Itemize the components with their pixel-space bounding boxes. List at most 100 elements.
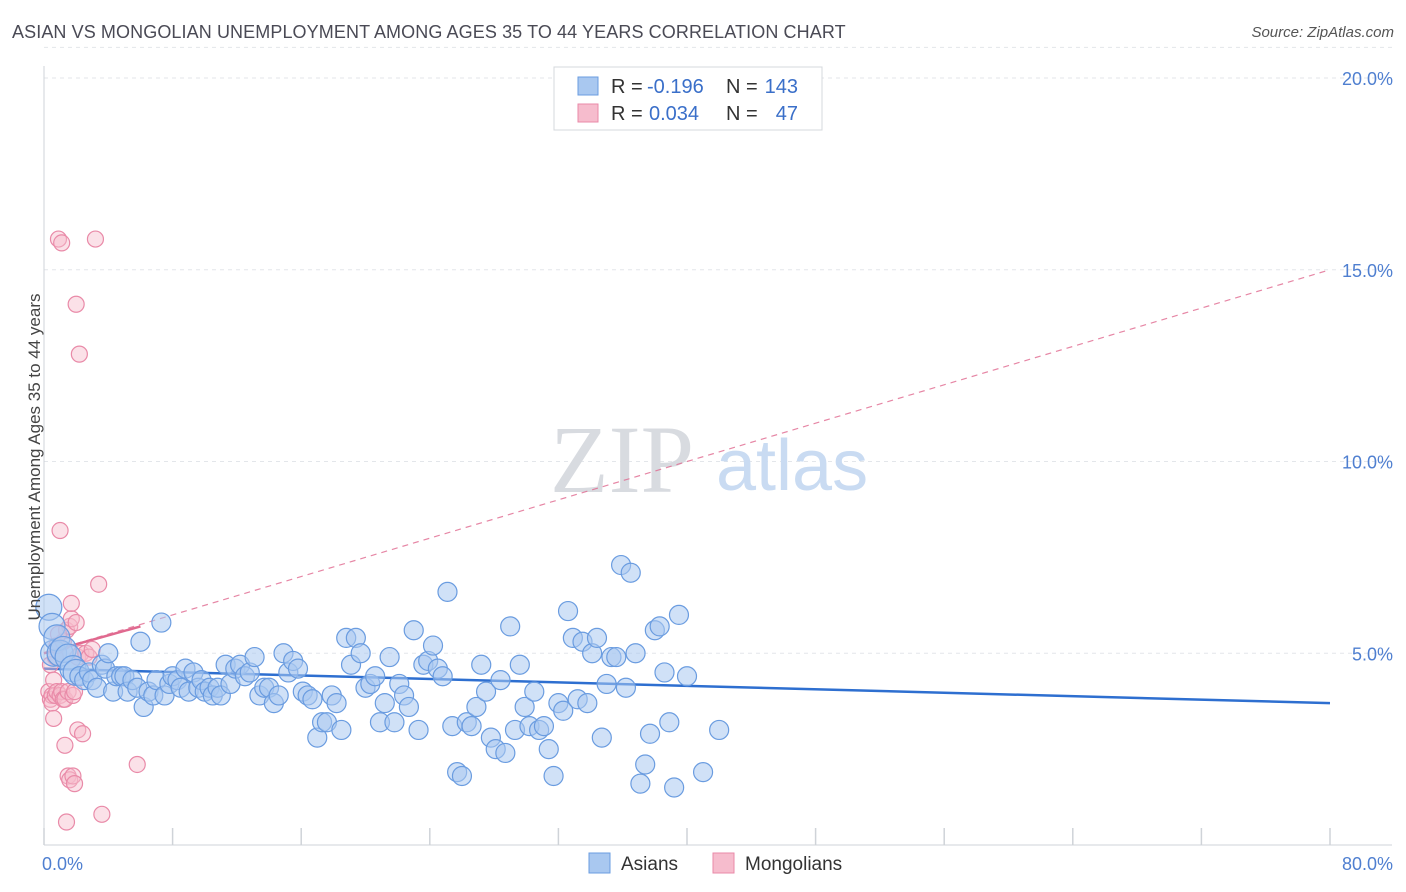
legend-r-label-2: R =	[611, 103, 643, 125]
mongolian-point-21	[57, 813, 76, 831]
asian-point-91	[437, 581, 458, 602]
mongolian-point-6	[45, 709, 63, 728]
legend-swatch-asians	[577, 76, 599, 96]
mongolian-point-42	[86, 230, 105, 248]
watermark-zip: ZIP	[550, 406, 694, 513]
asian-point-135	[649, 616, 670, 637]
mongolian-point-36	[70, 345, 88, 363]
asian-point-109	[524, 681, 545, 702]
asian-point-76	[365, 666, 386, 687]
asian-point-69	[331, 719, 352, 741]
asian-point-97	[466, 696, 487, 718]
asian-point-63	[302, 689, 323, 710]
mongolian-point-44	[93, 805, 111, 823]
mongolian-point-15	[53, 234, 71, 252]
legend-n-label-2: N =	[726, 103, 758, 125]
asian-point-138	[664, 777, 685, 798]
asian-point-98	[471, 654, 492, 675]
mongolian-point-27	[62, 594, 80, 612]
asian-point-116	[557, 600, 579, 622]
asian-point-129	[620, 562, 641, 583]
asian-point-88	[422, 635, 444, 656]
legend-n-value-2: 47	[776, 103, 798, 125]
mongolian-point-38	[73, 725, 92, 743]
y-tick-label-1: 10.0%	[1342, 453, 1393, 473]
asian-point-102	[490, 669, 511, 691]
asian-point-131	[630, 773, 651, 794]
asian-point-139	[668, 604, 690, 626]
legend-n-label-1: N =	[726, 76, 758, 98]
y-axis-label: Unemployment Among Ages 35 to 44 years	[25, 294, 44, 621]
asian-point-94	[451, 765, 473, 787]
asian-point-107	[514, 696, 535, 718]
series-legend-asians: Asians	[621, 854, 678, 875]
series-legend-mongolians: Mongolians	[745, 854, 842, 875]
asian-point-83	[398, 696, 420, 718]
legend-box	[553, 66, 823, 131]
legend-r-label-1: R =	[611, 76, 643, 98]
asian-point-56	[268, 685, 289, 706]
correlation-legend: R = -0.196 N = 143 R = 0.034 N = 47	[553, 66, 823, 131]
asian-point-24	[130, 631, 151, 652]
asian-point-126	[606, 646, 627, 668]
asian-point-120	[577, 693, 598, 714]
asian-point-104	[500, 616, 521, 637]
asian-point-111	[533, 716, 555, 737]
asian-point-80	[384, 712, 405, 733]
y-tick-label-2: 15.0%	[1342, 261, 1393, 281]
asian-point-78	[374, 693, 395, 714]
mongolian-point-19	[56, 736, 74, 754]
y-tick-label-3: 20.0%	[1342, 69, 1393, 89]
asian-point-99	[475, 681, 497, 702]
asian-point-130	[625, 643, 646, 664]
asian-point-137	[659, 712, 680, 733]
asian-point-133	[639, 723, 661, 744]
y-tick-label-0: 5.0%	[1352, 644, 1393, 664]
asian-point-124	[596, 673, 617, 695]
asian-point-128	[615, 677, 637, 698]
asian-point-113	[543, 765, 564, 787]
asian-point-90	[432, 666, 453, 687]
mongolian-point-45	[128, 755, 146, 774]
asian-point-96	[461, 716, 482, 737]
series-legend-swatch-asians	[588, 852, 611, 874]
asian-point-85	[408, 719, 429, 741]
asian-point-112	[538, 739, 559, 760]
gridlines	[44, 46, 1392, 654]
asian-point-16	[98, 643, 119, 664]
asian-point-123	[591, 727, 612, 748]
y-tick-labels: 5.0% 10.0% 15.0% 20.0%	[1342, 69, 1393, 664]
asian-point-84	[403, 620, 424, 641]
asian-point-136	[654, 662, 675, 683]
mongolian-point-33	[67, 613, 85, 632]
asian-point-142	[709, 719, 730, 741]
watermark: ZIP atlas	[550, 406, 868, 513]
asian-points	[35, 554, 730, 798]
asian-point-132	[635, 754, 656, 775]
x-tick-labels: 0.0% 80.0%	[42, 854, 1393, 874]
mongolian-point-12	[51, 521, 69, 540]
legend-r-value-2: 0.034	[649, 103, 699, 125]
asian-point-106	[509, 654, 530, 675]
asian-point-122	[586, 627, 608, 649]
asian-point-60	[287, 658, 309, 679]
asian-point-51	[244, 646, 265, 668]
legend-r-value-1: -0.196	[647, 76, 704, 98]
asian-point-79	[379, 646, 400, 668]
x-tick-max: 80.0%	[1342, 854, 1393, 874]
asian-point-68	[326, 693, 347, 714]
asian-point-29	[151, 612, 172, 633]
mongolian-point-41	[83, 640, 101, 659]
mongolian-point-43	[90, 575, 108, 593]
axes	[43, 66, 1392, 846]
chart-title: ASIAN VS MONGOLIAN UNEMPLOYMENT AMONG AG…	[12, 22, 846, 42]
x-tick-min: 0.0%	[42, 854, 83, 874]
mongolian-points	[40, 230, 146, 831]
asian-point-115	[553, 700, 574, 721]
mongolian-point-30	[65, 775, 84, 793]
asian-point-73	[350, 643, 371, 664]
series-legend-swatch-mongolians	[712, 852, 735, 874]
asian-point-141	[692, 762, 714, 783]
mongolian-point-32	[67, 295, 85, 313]
